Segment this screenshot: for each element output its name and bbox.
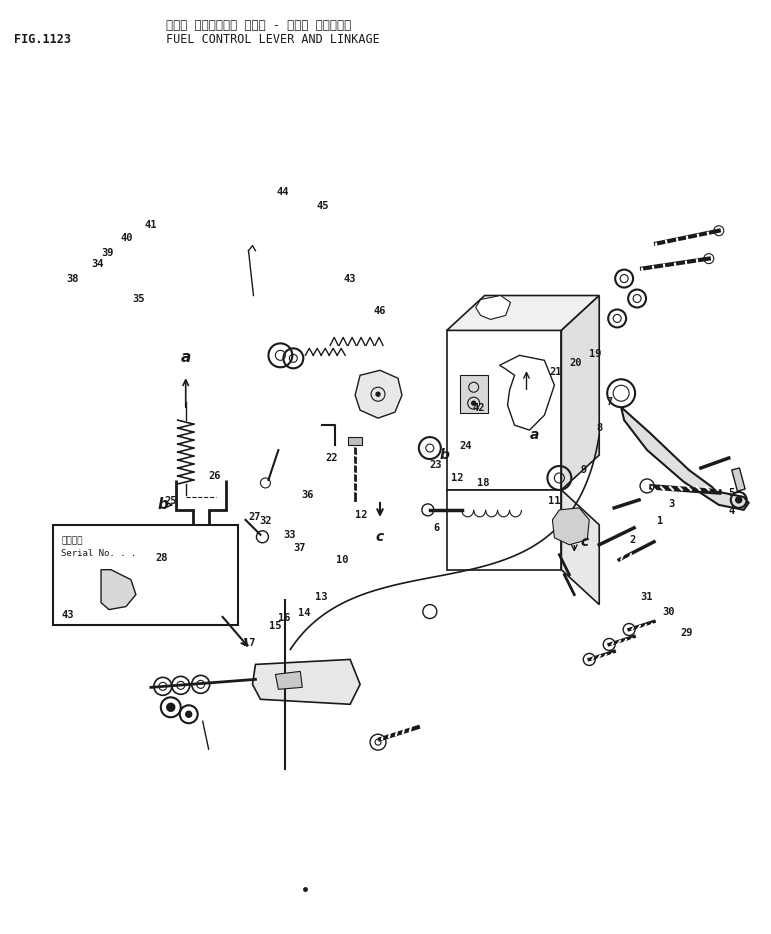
Text: 43: 43 <box>61 610 74 619</box>
Text: 21: 21 <box>550 367 562 377</box>
Bar <box>348 437 362 446</box>
Text: Serial No. . .: Serial No. . . <box>61 549 136 558</box>
Text: 45: 45 <box>316 201 328 211</box>
Bar <box>732 468 745 491</box>
Text: 25: 25 <box>164 497 177 506</box>
Text: 38: 38 <box>66 274 79 284</box>
Text: 36: 36 <box>301 490 313 500</box>
Text: 4: 4 <box>728 506 734 516</box>
Text: 46: 46 <box>374 305 386 316</box>
Polygon shape <box>476 295 510 319</box>
Text: 35: 35 <box>132 294 144 304</box>
Text: 17: 17 <box>243 638 255 648</box>
Text: 1: 1 <box>658 516 664 526</box>
Text: 24: 24 <box>460 441 472 450</box>
Polygon shape <box>446 295 599 331</box>
Text: 43: 43 <box>343 274 355 284</box>
Text: 23: 23 <box>429 460 442 470</box>
Text: 29: 29 <box>680 628 693 638</box>
Text: 41: 41 <box>145 219 157 230</box>
Polygon shape <box>552 508 589 545</box>
Text: 42: 42 <box>472 403 485 414</box>
Polygon shape <box>621 407 749 510</box>
Text: 44: 44 <box>276 188 289 197</box>
Text: a: a <box>530 428 539 442</box>
Text: 32: 32 <box>259 516 272 526</box>
Text: 40: 40 <box>120 233 133 243</box>
Text: 適用号機: 適用号機 <box>61 537 82 545</box>
Text: 33: 33 <box>283 530 296 540</box>
Bar <box>446 490 561 570</box>
Circle shape <box>736 497 742 502</box>
Text: c: c <box>376 530 384 544</box>
Text: 13: 13 <box>315 592 327 602</box>
Text: 5: 5 <box>728 488 734 498</box>
Circle shape <box>376 392 380 396</box>
Text: FUEL CONTROL LEVER AND LINKAGE: FUEL CONTROL LEVER AND LINKAGE <box>166 34 379 47</box>
Bar <box>460 375 487 413</box>
Text: 10: 10 <box>336 555 348 565</box>
Text: 9: 9 <box>581 465 587 474</box>
Text: 30: 30 <box>662 607 675 617</box>
Polygon shape <box>252 659 360 704</box>
Circle shape <box>472 402 476 405</box>
Text: 12: 12 <box>451 474 463 483</box>
Text: 34: 34 <box>91 259 103 269</box>
Text: b: b <box>439 448 449 462</box>
Text: 15: 15 <box>268 621 281 631</box>
Bar <box>53 525 237 625</box>
Text: 31: 31 <box>641 592 653 602</box>
Polygon shape <box>275 672 302 689</box>
Text: 12: 12 <box>355 510 368 520</box>
Text: FIG.1123: FIG.1123 <box>15 34 72 47</box>
Text: 11: 11 <box>548 497 561 506</box>
Text: 22: 22 <box>325 453 338 462</box>
Text: 6: 6 <box>434 522 440 532</box>
Text: 28: 28 <box>155 553 167 563</box>
Circle shape <box>186 712 192 717</box>
Text: 39: 39 <box>101 248 113 258</box>
Text: 14: 14 <box>298 608 310 618</box>
Text: b: b <box>157 498 168 513</box>
Text: c: c <box>580 535 588 549</box>
Text: フェル コントロール レバー - オヨビ リンケージ: フェル コントロール レバー - オヨビ リンケージ <box>166 20 351 33</box>
Polygon shape <box>561 295 599 490</box>
Text: 37: 37 <box>293 543 306 553</box>
Text: 7: 7 <box>607 397 613 407</box>
Polygon shape <box>561 490 599 604</box>
Text: 26: 26 <box>209 472 221 481</box>
Text: 3: 3 <box>668 500 675 509</box>
Circle shape <box>167 703 175 712</box>
Polygon shape <box>101 570 136 610</box>
Text: 19: 19 <box>589 349 601 360</box>
Text: a: a <box>180 350 191 365</box>
Polygon shape <box>355 370 402 418</box>
Text: 27: 27 <box>249 512 261 522</box>
Polygon shape <box>500 355 554 431</box>
Text: 20: 20 <box>569 358 581 368</box>
Text: 2: 2 <box>630 534 636 545</box>
Text: 18: 18 <box>476 478 490 488</box>
Text: 16: 16 <box>278 613 291 623</box>
Text: 8: 8 <box>596 423 602 432</box>
Bar <box>446 331 561 490</box>
